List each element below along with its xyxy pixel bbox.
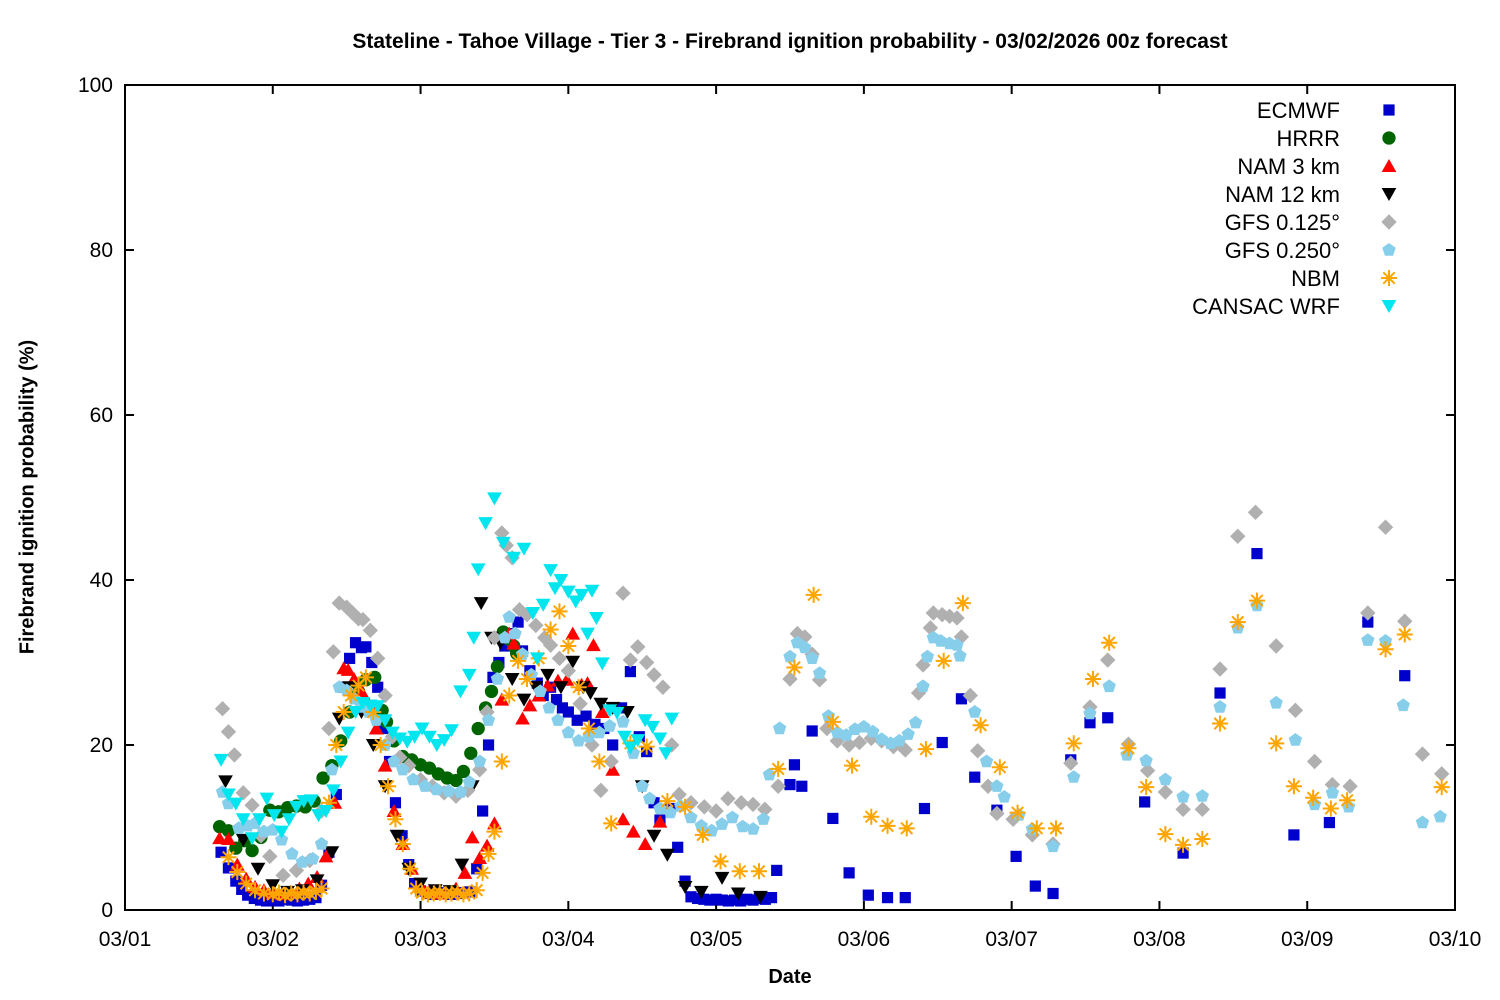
y-tick-label: 20 [90,734,113,757]
x-tick-label: 03/01 [99,928,152,951]
series-nbm [220,586,1450,904]
series-gfs-0-125 [214,504,1450,884]
legend-label: ECMWF [1257,98,1340,123]
x-tick-label: 03/03 [394,928,447,951]
legend-entry-gfs-0-125: GFS 0.125° [1225,210,1397,235]
legend-marker-triangle-up-icon [1381,159,1397,172]
x-tick-label: 03/06 [838,928,891,951]
legend-label: GFS 0.125° [1225,210,1340,235]
legend-label: NBM [1291,266,1340,291]
x-tick-label: 03/02 [246,928,299,951]
y-tick-label: 40 [90,569,113,592]
y-tick-label: 60 [90,404,113,427]
legend-marker-triangle-down-icon [1381,300,1397,313]
legend: ECMWF HRRR NAM 3 km NAM 12 km GFS 0.125° GFS … [1192,98,1398,319]
legend-marker-square-icon [1383,104,1395,116]
plot-border [124,84,1456,911]
legend-marker-diamond-icon [1381,214,1397,230]
x-tick-label: 03/05 [690,928,743,951]
x-tick-label: 03/07 [985,928,1038,951]
x-tick-label: 03/04 [542,928,595,951]
x-tick-label: 03/10 [1429,928,1482,951]
series-cansac-wrf [213,492,680,846]
legend-label: NAM 3 km [1237,154,1340,179]
x-tick-label: 03/09 [1281,928,1334,951]
legend-entry-nam-3-km: NAM 3 km [1237,154,1397,179]
legend-marker-circle-icon [1382,131,1396,145]
legend-marker-asterisk-icon [1380,269,1398,287]
legend-entry-cansac-wrf: CANSAC WRF [1192,294,1397,319]
legend-entry-hrrr: HRRR [1276,126,1396,151]
legend-label: NAM 12 km [1225,182,1340,207]
legend-entry-nam-12-km: NAM 12 km [1225,182,1397,207]
legend-label: CANSAC WRF [1192,294,1340,319]
legend-marker-pentagon-icon [1382,243,1396,256]
legend-label: HRRR [1276,126,1340,151]
chart-title: Stateline - Tahoe Village - Tier 3 - Fir… [352,30,1228,53]
x-axis-label: Date [768,966,812,988]
y-tick-label: 100 [78,74,113,97]
y-tick-label: 80 [90,239,113,262]
y-tick-label: 0 [101,899,113,922]
legend-entry-ecmwf: ECMWF [1257,98,1395,123]
legend-marker-triangle-down-icon [1381,188,1397,201]
legend-entry-gfs-0-250: GFS 0.250° [1225,238,1396,263]
legend-label: GFS 0.250° [1225,238,1340,263]
x-tick-label: 03/08 [1133,928,1186,951]
legend-entry-nbm: NBM [1291,266,1398,291]
